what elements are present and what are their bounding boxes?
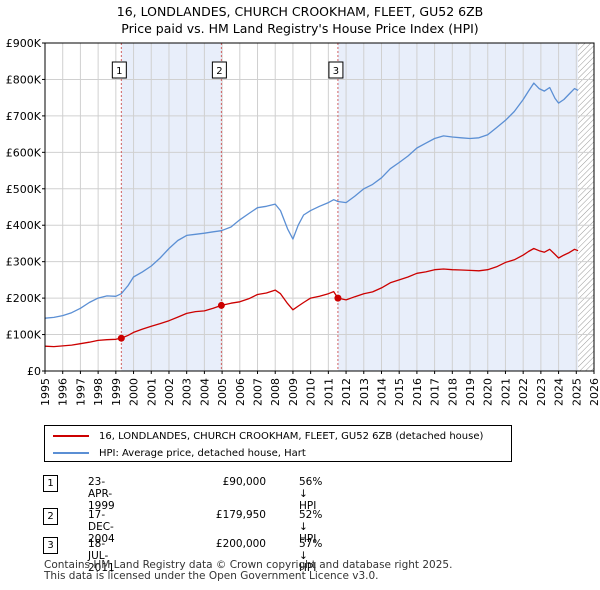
sale-point — [217, 301, 225, 309]
sale-hpi-diff: 56% ↓ HPI — [299, 476, 323, 512]
x-tick-label: 2005 — [216, 378, 229, 406]
x-tick-label: 2009 — [287, 378, 300, 406]
y-tick-label: £400K — [6, 219, 42, 232]
chart-legend: 16, LONDLANDES, CHURCH CROOKHAM, FLEET, … — [44, 425, 512, 462]
x-tick-label: 2004 — [198, 378, 211, 406]
x-tick-label: 2022 — [517, 378, 530, 406]
x-tick-label: 1999 — [110, 378, 123, 406]
sale-price: £90,000 — [222, 476, 266, 488]
legend-item-price: 16, LONDLANDES, CHURCH CROOKHAM, FLEET, … — [53, 428, 483, 444]
x-tick-label: 2000 — [128, 378, 141, 406]
y-tick-label: £800K — [6, 73, 42, 86]
shaded-span — [337, 43, 579, 371]
y-tick-label: £0 — [27, 365, 41, 378]
y-tick-label: £200K — [6, 292, 42, 305]
x-tick-label: 1995 — [39, 378, 52, 406]
title-line-1: 16, LONDLANDES, CHURCH CROOKHAM, FLEET, … — [116, 4, 484, 19]
y-tick-label: £500K — [6, 183, 42, 196]
forecast-hatch — [578, 43, 594, 371]
x-tick-label: 2013 — [358, 378, 371, 406]
shaded-span — [121, 43, 222, 371]
x-tick-label: 2014 — [375, 378, 388, 406]
x-tick-label: 2006 — [234, 378, 247, 406]
price-line-swatch — [53, 435, 89, 437]
legend-hpi-label: HPI: Average price, detached house, Hart — [99, 447, 306, 459]
footer-line-2: This data is licensed under the Open Gov… — [44, 570, 379, 582]
sale-date: 23-APR-1999 — [88, 476, 115, 512]
y-tick-label: £900K — [6, 37, 42, 50]
y-tick-label: £100K — [6, 329, 42, 342]
price-chart: 1 2 3 £0 £100K £200K £300K £400K £500K £600K £700… — [6, 37, 600, 406]
footer-line-1: Contains HM Land Registry data © Crown c… — [44, 559, 453, 571]
x-tick-label: 1996 — [57, 378, 70, 406]
title-line-2: Price paid vs. HM Land Registry's House … — [121, 21, 479, 36]
x-tick-label: 2024 — [553, 378, 566, 406]
sale-label-box — [211, 61, 227, 79]
sale-label: 2 — [216, 66, 222, 77]
sale-point — [334, 294, 342, 302]
x-tick-label: 2020 — [482, 378, 495, 406]
hpi-line-swatch — [53, 452, 89, 454]
sale-label: 3 — [333, 66, 339, 77]
x-tick-label: 2019 — [464, 378, 477, 406]
sale-point — [117, 334, 125, 342]
sale-date: 18-JUL-2011 — [88, 538, 115, 574]
x-tick-label: 2012 — [340, 378, 353, 406]
sale-number-badge: 2 — [43, 508, 58, 525]
y-tick-label: £300K — [6, 256, 42, 269]
sale-hpi-diff: 57% ↓ HPI — [299, 538, 323, 574]
sale-number-badge: 3 — [43, 537, 58, 554]
sale-label-box — [328, 61, 344, 79]
x-tick-label: 2018 — [446, 378, 459, 406]
sale-hpi-diff: 52% ↓ HPI — [299, 509, 323, 545]
x-tick-label: 2011 — [322, 378, 335, 406]
sale-label-box — [111, 61, 127, 79]
y-tick-label: £600K — [6, 146, 42, 159]
x-tick-label: 2016 — [411, 378, 424, 406]
legend-item-hpi: HPI: Average price, detached house, Hart — [53, 445, 306, 461]
footer-attribution: Contains HM Land Registry data © Crown c… — [44, 560, 452, 582]
x-tick-label: 2021 — [499, 378, 512, 406]
x-tick-label: 2002 — [163, 378, 176, 406]
x-tick-label: 1998 — [92, 378, 105, 406]
price-paid-line — [44, 247, 579, 348]
x-tick-label: 2023 — [535, 378, 548, 406]
x-tick-label: 2008 — [269, 378, 282, 406]
legend-price-label: 16, LONDLANDES, CHURCH CROOKHAM, FLEET, … — [99, 430, 484, 442]
hpi-line — [44, 82, 579, 319]
y-tick-label: £700K — [6, 110, 42, 123]
x-tick-label: 2026 — [588, 378, 600, 406]
x-tick-label: 2010 — [305, 378, 318, 406]
x-tick-label: 2001 — [145, 378, 158, 406]
sale-date: 17-DEC-2004 — [88, 509, 115, 545]
sale-number-badge: 1 — [43, 475, 58, 492]
sale-label: 1 — [116, 66, 122, 77]
sale-price: £179,950 — [215, 509, 266, 521]
x-tick-label: 2007 — [252, 378, 265, 406]
x-tick-label: 2017 — [429, 378, 442, 406]
x-tick-label: 2003 — [181, 378, 194, 406]
x-tick-label: 2015 — [393, 378, 406, 406]
plot-frame — [44, 42, 595, 372]
x-tick-label: 1997 — [74, 378, 87, 406]
sale-price: £200,000 — [215, 538, 266, 550]
x-tick-label: 2025 — [570, 378, 583, 406]
chart-title: 16, LONDLANDES, CHURCH CROOKHAM, FLEET, … — [0, 3, 600, 37]
